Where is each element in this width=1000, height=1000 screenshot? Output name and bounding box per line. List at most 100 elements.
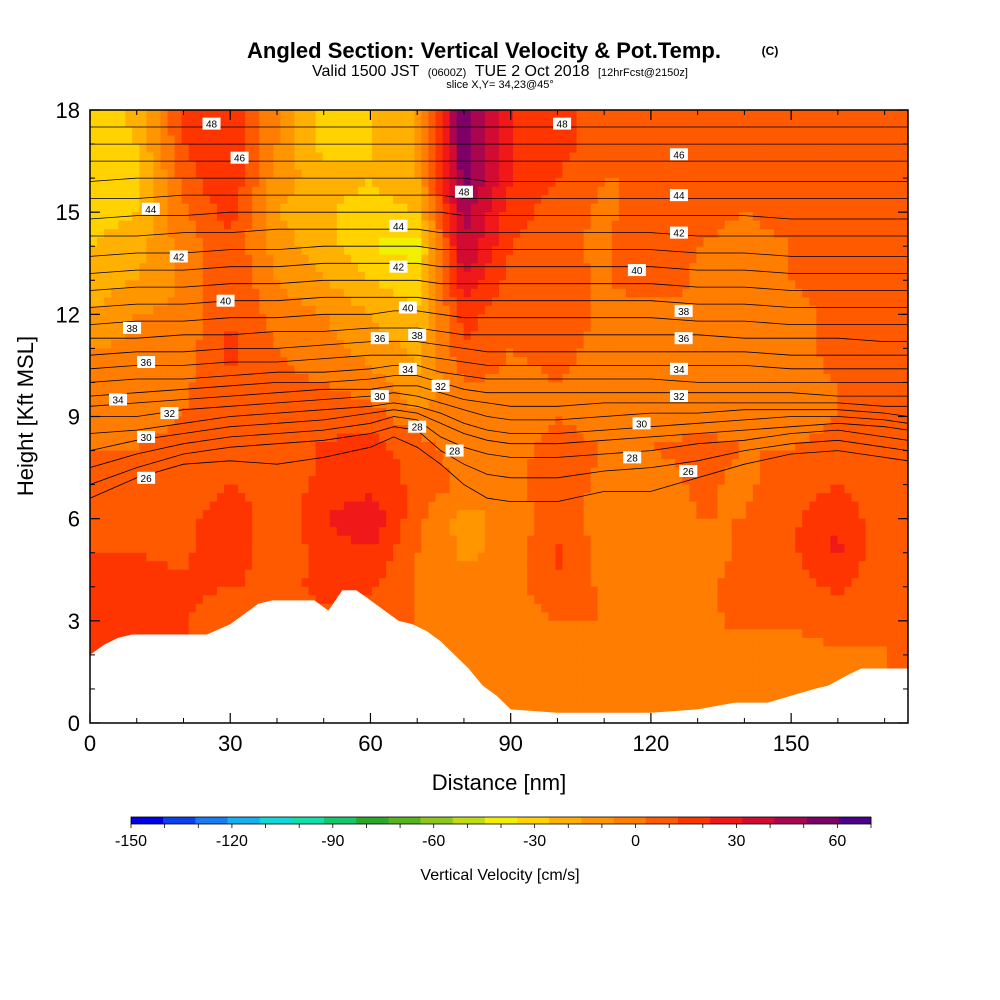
velocity-cell: [132, 390, 140, 401]
velocity-cell: [238, 467, 246, 477]
velocity-cell: [541, 220, 549, 230]
velocity-cell: [301, 518, 310, 528]
velocity-cell: [181, 535, 190, 545]
velocity-cell: [449, 203, 458, 213]
velocity-cell: [513, 544, 521, 554]
velocity-cell: [555, 399, 564, 409]
velocity-cell: [407, 271, 415, 281]
velocity-cell: [470, 416, 479, 426]
velocity-cell: [463, 263, 472, 273]
velocity-cell: [562, 467, 571, 477]
velocity-cell: [576, 144, 585, 154]
velocity-cell: [435, 322, 444, 332]
velocity-cell: [386, 186, 394, 196]
velocity-cell: [125, 382, 133, 392]
velocity-cell: [132, 407, 140, 418]
velocity-cell: [301, 407, 310, 418]
velocity-cell: [534, 518, 542, 528]
velocity-cell: [379, 510, 387, 520]
velocity-cell: [343, 365, 352, 375]
velocity-cell: [139, 314, 148, 324]
velocity-cell: [90, 254, 98, 264]
velocity-cell: [308, 229, 317, 239]
velocity-cell: [125, 450, 133, 460]
velocity-cell: [379, 552, 387, 562]
velocity-cell: [174, 373, 183, 384]
velocity-cell: [569, 152, 578, 162]
velocity-cell: [555, 552, 564, 562]
velocity-cell: [195, 220, 204, 230]
velocity-cell: [188, 620, 197, 630]
velocity-cell: [181, 595, 190, 605]
velocity-cell: [477, 450, 486, 460]
velocity-cell: [499, 552, 507, 562]
velocity-cell: [484, 595, 493, 605]
velocity-cell: [484, 510, 493, 520]
velocity-cell: [111, 595, 119, 605]
velocity-cell: [527, 110, 535, 120]
velocity-cell: [499, 637, 507, 647]
velocity-cell: [231, 254, 239, 264]
velocity-cell: [181, 118, 190, 128]
velocity-cell: [421, 442, 430, 452]
velocity-cell: [463, 144, 472, 154]
velocity-cell: [301, 399, 310, 409]
velocity-cell: [357, 433, 366, 443]
velocity-cell: [209, 467, 218, 477]
velocity-cell: [209, 501, 218, 511]
velocity-cell: [562, 229, 571, 239]
velocity-cell: [386, 527, 394, 537]
velocity-cell: [470, 501, 479, 511]
velocity-cell: [132, 356, 140, 367]
velocity-cell: [308, 297, 317, 307]
velocity-cell: [174, 331, 183, 341]
velocity-cell: [266, 399, 274, 409]
velocity-cell: [527, 178, 535, 188]
velocity-cell: [223, 510, 232, 520]
velocity-cell: [308, 348, 317, 358]
velocity-cell: [245, 305, 253, 315]
velocity-cell: [470, 365, 479, 375]
velocity-cell: [372, 552, 380, 562]
velocity-cell: [393, 578, 401, 588]
velocity-cell: [477, 561, 486, 571]
velocity-cell: [506, 697, 514, 707]
velocity-cell: [146, 254, 155, 264]
velocity-cell: [301, 161, 310, 171]
velocity-cell: [301, 501, 310, 511]
velocity-cell: [435, 510, 444, 520]
velocity-cell: [238, 297, 246, 307]
velocity-cell: [506, 331, 514, 341]
velocity-cell: [499, 135, 507, 145]
velocity-cell: [534, 552, 542, 562]
velocity-cell: [449, 578, 458, 588]
velocity-cell: [491, 407, 500, 418]
velocity-cell: [534, 169, 542, 179]
velocity-cell: [484, 501, 493, 511]
velocity-cell: [343, 288, 352, 298]
velocity-cell: [259, 595, 267, 605]
velocity-cell: [181, 450, 190, 460]
velocity-cell: [238, 322, 246, 332]
velocity-cell: [238, 246, 246, 256]
velocity-cell: [245, 263, 253, 273]
velocity-cell: [393, 152, 401, 162]
velocity-cell: [386, 118, 394, 128]
velocity-cell: [534, 705, 542, 716]
velocity-cell: [365, 407, 373, 418]
velocity-cell: [499, 518, 507, 528]
velocity-cell: [160, 476, 169, 486]
velocity-cell: [442, 118, 451, 128]
velocity-cell: [562, 552, 571, 562]
velocity-cell: [146, 339, 155, 349]
velocity-cell: [456, 348, 465, 358]
velocity-cell: [350, 178, 359, 188]
velocity-cell: [357, 527, 366, 537]
velocity-cell: [273, 416, 281, 426]
velocity-cell: [280, 246, 289, 256]
velocity-cell: [428, 518, 437, 528]
velocity-cell: [379, 229, 387, 239]
velocity-cell: [435, 186, 444, 196]
velocity-cell: [548, 135, 557, 145]
velocity-cell: [287, 254, 296, 264]
